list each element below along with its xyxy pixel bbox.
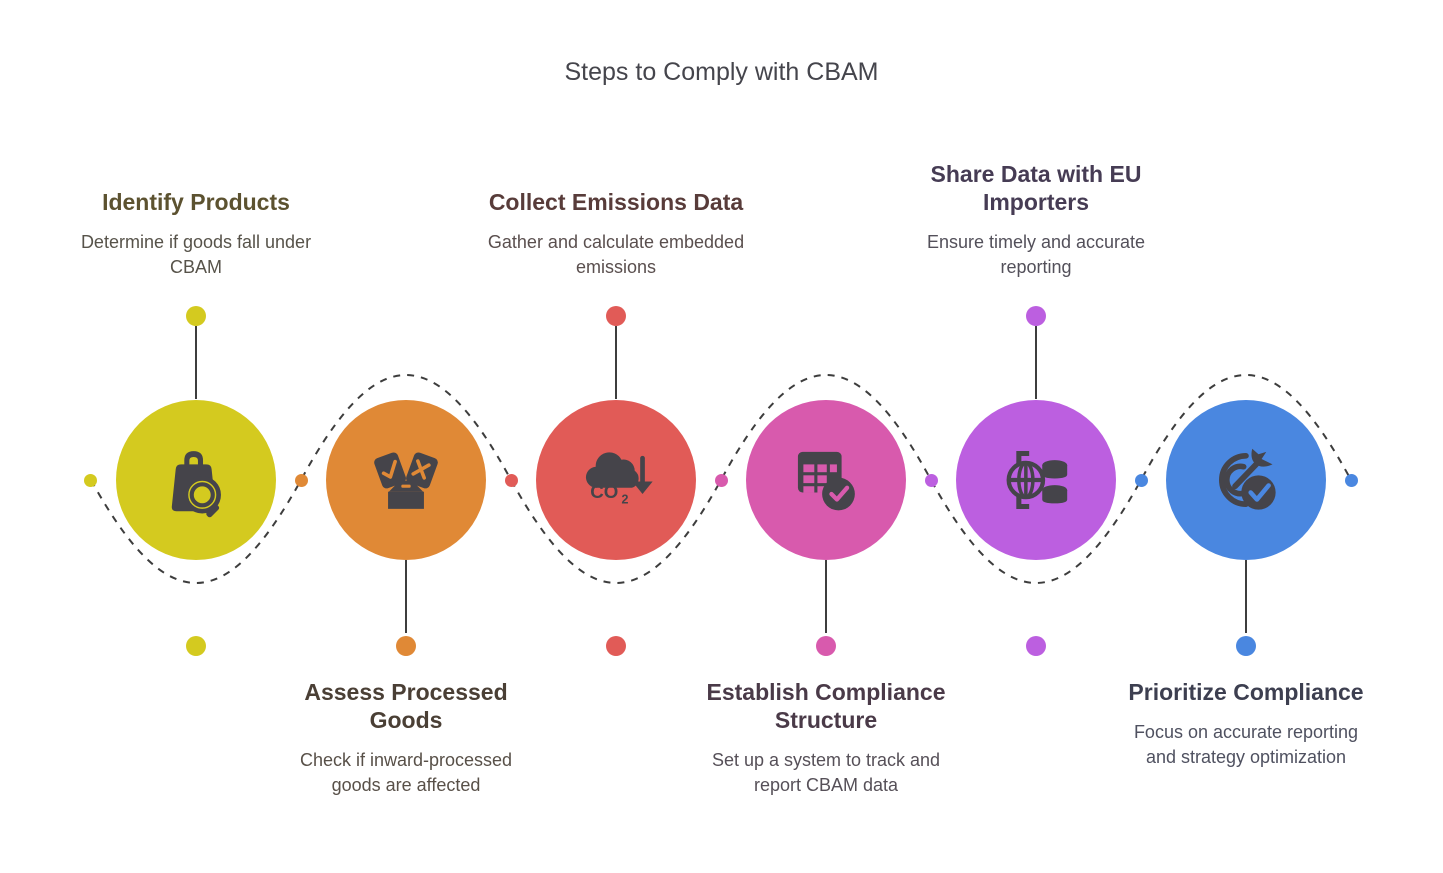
svg-text:2: 2 <box>621 492 628 506</box>
svg-text:CO: CO <box>590 481 618 502</box>
